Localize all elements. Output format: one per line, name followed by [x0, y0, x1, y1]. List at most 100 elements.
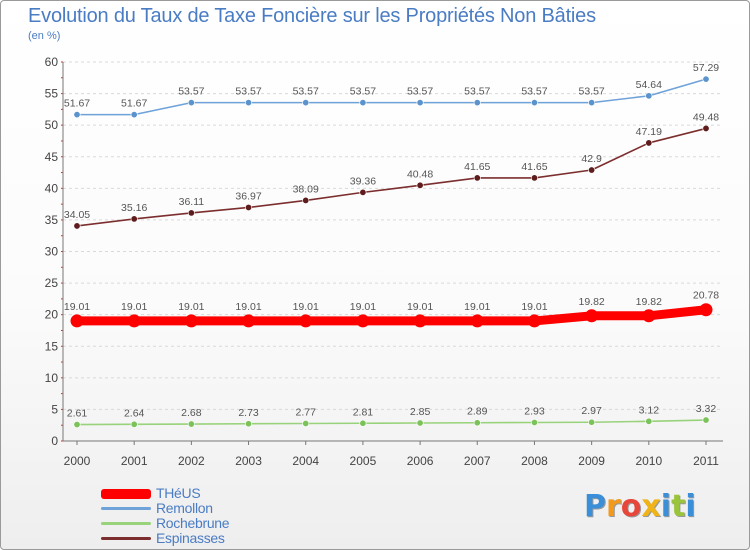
data-label: 19.01: [350, 301, 376, 313]
legend-swatch: [101, 488, 151, 499]
data-point: [130, 111, 138, 119]
data-point: [130, 215, 138, 223]
y-tick-label: 20: [45, 308, 59, 322]
x-tick-label: 2008: [521, 454, 548, 468]
data-point: [302, 420, 310, 428]
data-point: [642, 309, 656, 323]
data-point: [588, 99, 596, 107]
data-point: [413, 314, 427, 328]
proxiti-logo: Proxiti: [584, 489, 696, 524]
data-label: 19.01: [178, 301, 204, 313]
data-label: 40.48: [407, 168, 433, 180]
data-label: 2.81: [353, 406, 374, 418]
series-line-rochebrune: [76, 419, 707, 426]
legend-swatch: [101, 537, 151, 540]
data-point: [702, 124, 710, 132]
x-tick-label: 2006: [407, 454, 434, 468]
data-point: [645, 92, 653, 100]
data-point: [702, 416, 710, 424]
data-label: 51.67: [64, 98, 90, 110]
data-label: 54.64: [636, 79, 662, 91]
x-tick-label: 2003: [235, 454, 262, 468]
unit-label: (en %): [28, 30, 61, 42]
data-point: [416, 99, 424, 107]
data-point: [588, 166, 596, 174]
data-point: [356, 314, 370, 328]
data-point: [416, 419, 424, 427]
data-label: 3.32: [696, 403, 717, 415]
data-point: [70, 314, 84, 328]
series-line-théus: [72, 305, 711, 326]
data-label: 20.78: [693, 290, 719, 302]
data-point: [302, 99, 310, 107]
data-point: [245, 99, 253, 107]
logo-letter: P: [584, 489, 606, 524]
x-tick-label: 2009: [578, 454, 605, 468]
data-point: [73, 222, 81, 230]
data-point: [645, 139, 653, 147]
grid: [63, 61, 723, 410]
data-point: [645, 417, 653, 425]
data-point: [73, 111, 81, 119]
x-tick-label: 2010: [635, 454, 662, 468]
data-label: 49.48: [693, 111, 719, 123]
data-label: 2.97: [581, 405, 602, 417]
data-label: 51.67: [121, 98, 147, 110]
data-label: 53.57: [293, 86, 319, 98]
y-tick-label: 25: [45, 276, 59, 290]
y-tick-label: 50: [45, 118, 59, 132]
data-label: 53.57: [578, 86, 604, 98]
data-label: 53.57: [235, 86, 261, 98]
data-label: 2.77: [296, 407, 317, 419]
data-labels: 51.67 51.67 53.57 53.57 53.57 53.57 53.57 53.57…: [64, 62, 719, 419]
data-label: 47.19: [636, 126, 662, 138]
y-tick-label: 5: [51, 402, 58, 416]
legend-item: Espinasses: [101, 531, 229, 546]
series-line-espinasses: [76, 127, 707, 227]
data-point: [359, 419, 367, 427]
legend-swatch: [101, 522, 151, 525]
data-point: [470, 314, 484, 328]
data-point: [588, 418, 596, 426]
logo-letter: i: [685, 489, 696, 524]
legend-item: Rochebrune: [101, 516, 230, 531]
x-tick-label: 2001: [121, 454, 148, 468]
y-tick-label: 45: [45, 150, 59, 164]
data-point: [187, 99, 195, 107]
logo-letter: r: [606, 489, 621, 524]
data-point: [473, 419, 481, 427]
data-label: 2.61: [67, 408, 88, 420]
series-layer: [70, 75, 713, 429]
data-label: 19.01: [521, 301, 547, 313]
logo-letter: i: [660, 489, 672, 524]
logo-letter: x: [641, 489, 661, 524]
data-label: 2.73: [238, 407, 259, 419]
data-point: [473, 99, 481, 107]
data-label: 3.12: [639, 404, 660, 416]
data-point: [530, 174, 538, 182]
data-point: [359, 188, 367, 196]
data-label: 34.05: [64, 209, 90, 221]
data-point: [530, 99, 538, 107]
series-line-remollon: [76, 78, 707, 116]
y-tick-label: 15: [45, 339, 59, 353]
y-tick-label: 55: [45, 87, 59, 101]
data-label: 19.01: [407, 301, 433, 313]
data-label: 19.01: [464, 301, 490, 313]
legend-label: Espinasses: [156, 530, 225, 546]
data-label: 36.97: [235, 190, 261, 202]
x-tick-label: 2011: [693, 454, 719, 468]
data-point: [585, 309, 599, 323]
y-tick-label: 0: [51, 434, 58, 448]
data-label: 53.57: [350, 86, 376, 98]
data-label: 42.9: [581, 153, 602, 165]
data-point: [302, 196, 310, 204]
x-tick-label: 2000: [64, 454, 91, 468]
data-point: [245, 203, 253, 211]
data-label: 53.57: [178, 86, 204, 98]
data-point: [527, 314, 541, 328]
data-label: 2.68: [181, 407, 202, 419]
data-label: 35.16: [121, 202, 147, 214]
data-point: [130, 420, 138, 428]
